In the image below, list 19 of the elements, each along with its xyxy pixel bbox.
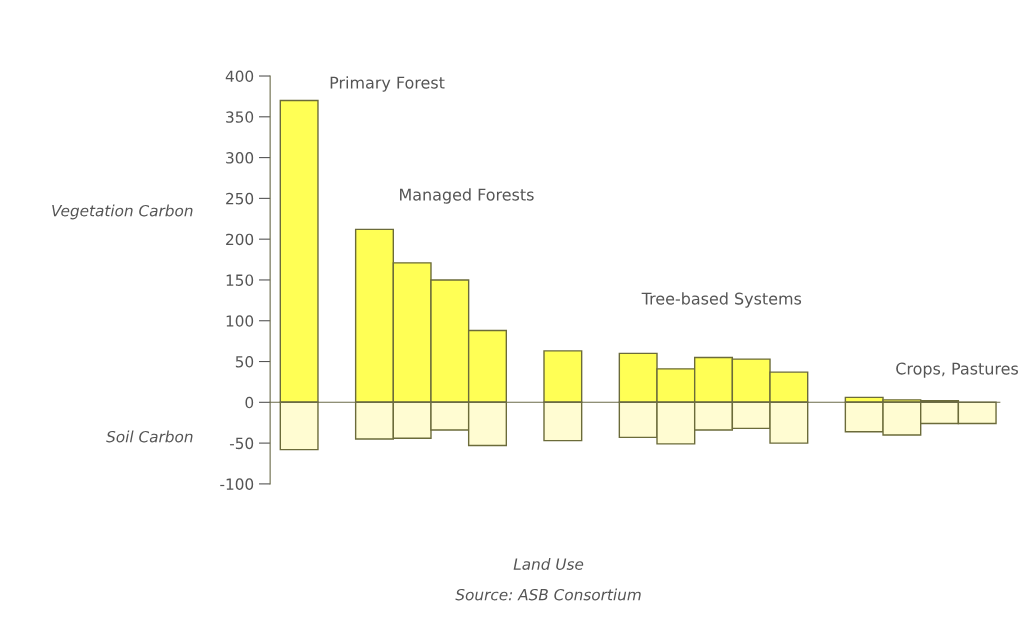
y-tick-label: 150 — [226, 274, 254, 286]
annotation: Primary Forest — [330, 76, 445, 92]
text: Vegetation Carbon — [52, 204, 193, 220]
y-tick-label: -50 — [229, 437, 254, 450]
annotation: Managed Forests — [400, 188, 534, 204]
y-tick-label: 350 — [226, 111, 254, 123]
y-tick-label: 100 — [226, 315, 254, 327]
x-axis-title: Land Use — [513, 558, 584, 570]
y-tick-label: 300 — [226, 152, 254, 164]
annotation: Tree-based Systems — [641, 292, 802, 308]
y-tick-label: -100 — [220, 478, 254, 490]
source-note: Source: ASB Consortium — [455, 588, 641, 601]
y-tick-label: 200 — [226, 233, 254, 246]
y-tick-label: 0 — [245, 396, 254, 409]
annotation: Crops, Pastures — [896, 362, 1018, 378]
text: Soil Carbon — [106, 430, 193, 443]
y-tick-label: 400 — [225, 70, 254, 83]
y-tick-label: 250 — [226, 192, 254, 205]
y-tick-label: 50 — [235, 356, 254, 368]
